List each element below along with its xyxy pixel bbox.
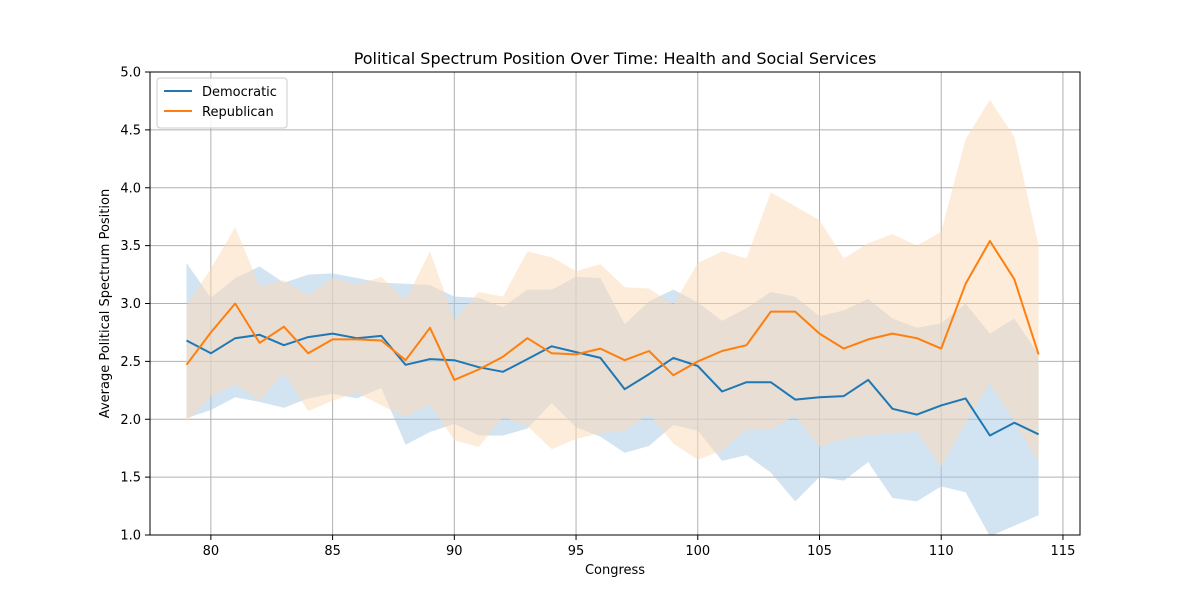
y-tick-label: 5.0 [120,66,141,81]
x-tick-label: 110 [929,544,954,559]
y-tick-label: 2.5 [120,355,141,370]
x-tick-label: 80 [203,544,220,559]
x-tick-label: 105 [807,544,832,559]
series-lines [185,240,1040,437]
democratic-line [186,332,1040,437]
y-tick-label: 2.0 [120,413,141,428]
x-tick-label: 85 [324,544,341,559]
republican-band [186,99,1039,467]
x-tick-label: 90 [446,544,463,559]
y-tick-label: 1.0 [120,529,141,544]
chart-title: Political Spectrum Position Over Time: H… [354,49,877,68]
y-tick-label: 3.5 [120,239,141,254]
x-tick-label: 100 [685,544,710,559]
legend: Democratic Republican [156,77,288,129]
republican-line [185,240,1040,381]
y-tick-label: 4.5 [120,123,141,138]
x-tick-label: 95 [568,544,585,559]
axis-ticks: 80 85 90 95 100 105 110 115 1.0 1.5 2.0 2.5 3.0 3.5 4.… [120,66,1075,560]
y-tick-label: 1.5 [120,471,141,486]
legend-label-democratic: Democratic [202,85,277,100]
legend-label-republican: Republican [202,105,274,120]
y-tick-label: 3.0 [120,297,141,312]
y-axis-label: Average Political Spectrum Position [98,189,113,418]
x-axis-label: Congress [585,563,645,578]
confidence-bands [186,99,1039,535]
x-tick-label: 115 [1051,544,1076,559]
y-tick-label: 4.0 [120,181,141,196]
